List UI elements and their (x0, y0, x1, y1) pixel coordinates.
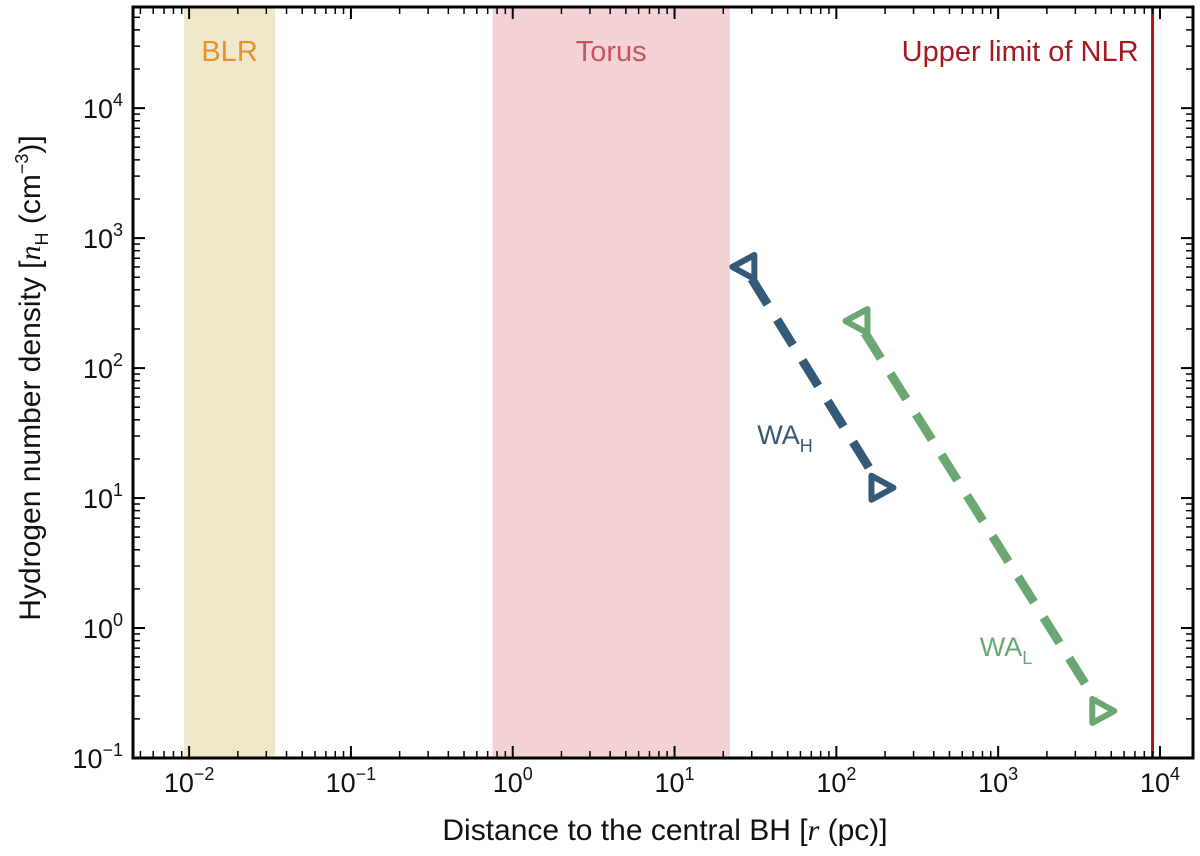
nlr-limit-label: Upper limit of NLR (902, 36, 1139, 68)
data-series (729, 251, 1118, 726)
y-tick-label: 10−1 (72, 740, 123, 774)
series-label-L: WAL (980, 632, 1033, 668)
series-label-H: WAH (757, 420, 813, 456)
axis-tick-labels: 10−2 10−1 100 101 102 103 104 10−1 100 101 102 103 1… (72, 90, 1180, 798)
x-tick-label: 104 (1140, 764, 1180, 798)
x-tick-label: 101 (655, 764, 695, 798)
x-tick-label: 10−1 (326, 764, 377, 798)
x-tick-label: 102 (816, 764, 856, 798)
x-tick-label: 103 (978, 764, 1018, 798)
axis-ticks (133, 6, 1193, 759)
y-tick-label: 100 (83, 610, 123, 644)
region-blr (184, 7, 276, 758)
series-line (861, 330, 1099, 702)
shaded-regions (184, 7, 730, 758)
annotation-labels: BLR Torus Upper limit of NLR WAH WAL (201, 36, 1138, 668)
x-axis-label: Distance to the central BH [r (pc)] (442, 814, 887, 847)
series-L (842, 306, 1118, 726)
y-tick-label: 101 (83, 480, 123, 514)
x-tick-label: 100 (493, 764, 533, 798)
series-end-marker (1089, 695, 1118, 726)
region-label-blr: BLR (201, 36, 257, 68)
region-torus (492, 7, 730, 758)
series-H (729, 251, 897, 503)
series-start-marker (842, 306, 871, 337)
y-tick-label: 103 (83, 220, 123, 254)
series-line (747, 276, 878, 479)
region-label-torus: Torus (576, 36, 647, 68)
plot-frame (131, 5, 1195, 760)
y-tick-label: 102 (83, 350, 123, 384)
y-axis-label: Hydrogen number density [nH (cm−3)] (12, 135, 52, 620)
x-tick-label: 10−2 (164, 764, 215, 798)
series-start-marker (729, 251, 758, 282)
y-tick-label: 104 (83, 90, 123, 124)
series-end-marker (868, 472, 897, 503)
